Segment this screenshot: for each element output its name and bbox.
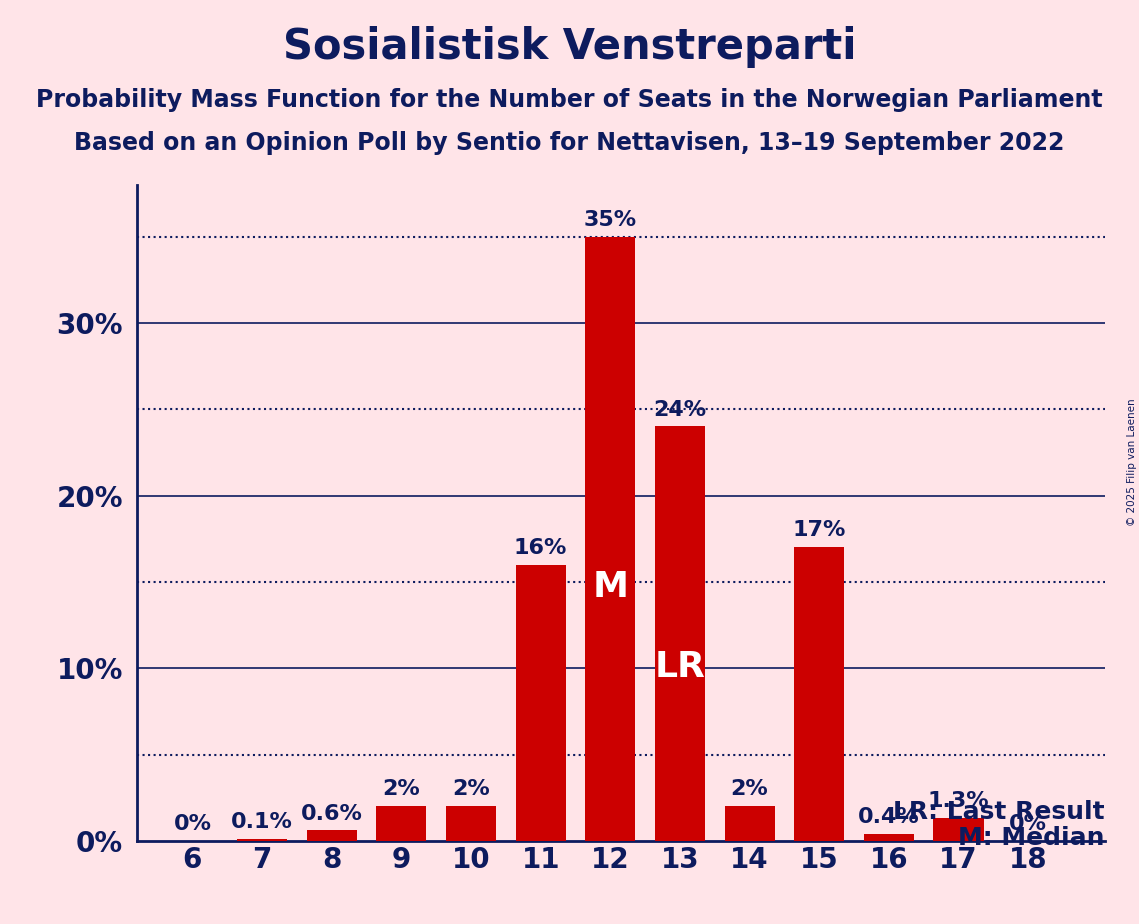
Text: 1.3%: 1.3% xyxy=(928,792,990,811)
Text: 24%: 24% xyxy=(654,399,706,419)
Text: 0.6%: 0.6% xyxy=(301,804,362,823)
Text: 16%: 16% xyxy=(514,538,567,558)
Bar xyxy=(237,839,287,841)
Text: 0%: 0% xyxy=(1009,814,1047,834)
Bar xyxy=(306,831,357,841)
Bar xyxy=(446,807,497,841)
Bar xyxy=(585,237,636,841)
Bar xyxy=(934,819,984,841)
Text: 0%: 0% xyxy=(173,814,212,834)
Bar xyxy=(724,807,775,841)
Text: M: Median: M: Median xyxy=(958,826,1105,850)
Text: Sosialistisk Venstreparti: Sosialistisk Venstreparti xyxy=(282,26,857,67)
Text: Probability Mass Function for the Number of Seats in the Norwegian Parliament: Probability Mass Function for the Number… xyxy=(36,88,1103,112)
Text: 2%: 2% xyxy=(452,780,490,799)
Text: 17%: 17% xyxy=(793,520,846,541)
Text: LR: Last Result: LR: Last Result xyxy=(893,800,1105,824)
Bar xyxy=(794,547,844,841)
Bar xyxy=(655,427,705,841)
Text: © 2025 Filip van Laenen: © 2025 Filip van Laenen xyxy=(1126,398,1137,526)
Text: Based on an Opinion Poll by Sentio for Nettavisen, 13–19 September 2022: Based on an Opinion Poll by Sentio for N… xyxy=(74,131,1065,155)
Text: 35%: 35% xyxy=(584,210,637,230)
Text: 2%: 2% xyxy=(383,780,420,799)
Bar xyxy=(863,834,913,841)
Text: M: M xyxy=(592,570,629,604)
Bar xyxy=(516,565,566,841)
Text: 0.1%: 0.1% xyxy=(231,812,293,833)
Bar xyxy=(376,807,426,841)
Text: 2%: 2% xyxy=(731,780,769,799)
Text: LR: LR xyxy=(655,650,705,684)
Text: 0.4%: 0.4% xyxy=(858,807,920,827)
